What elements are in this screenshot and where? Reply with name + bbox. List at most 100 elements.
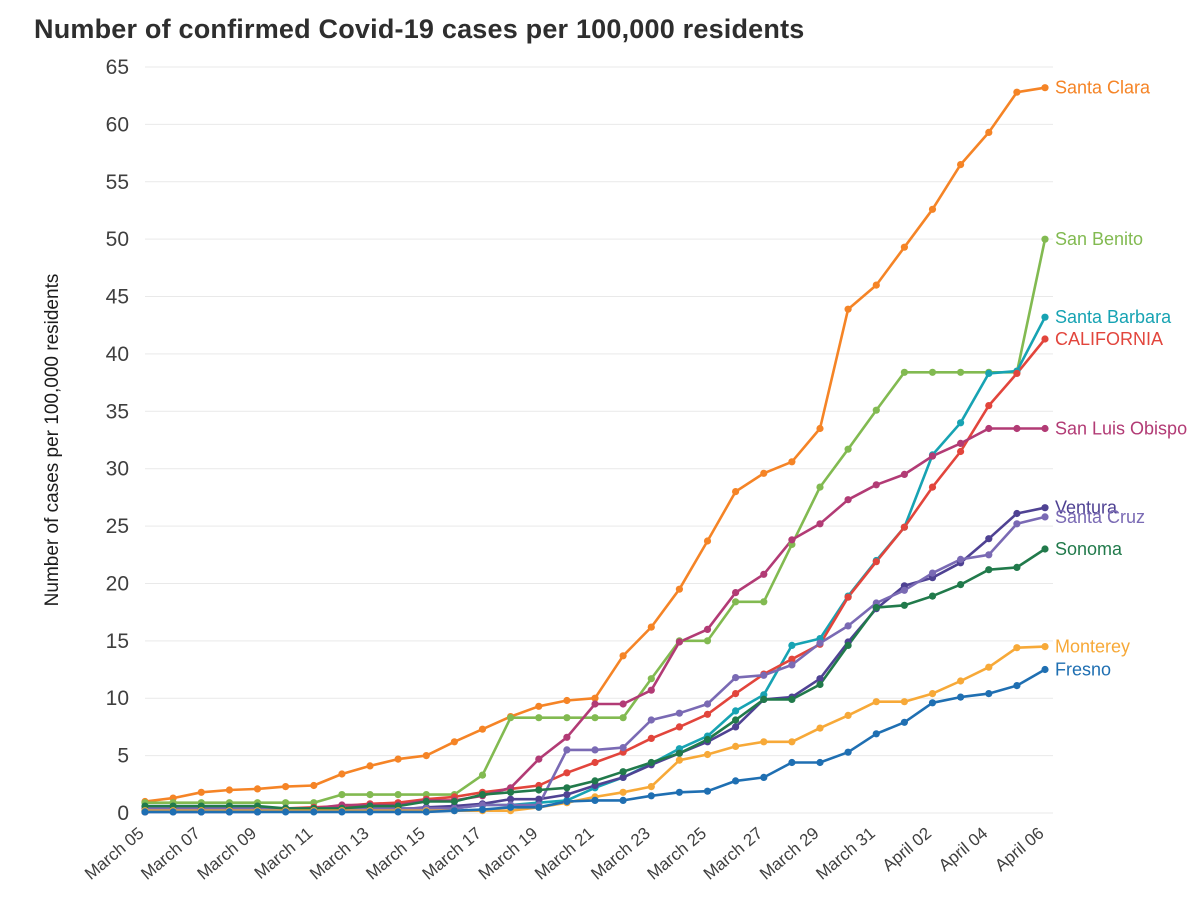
series-label-fresno: Fresno xyxy=(1055,660,1111,680)
x-tick-label: March 09 xyxy=(194,824,261,884)
data-point xyxy=(310,781,318,790)
data-point xyxy=(928,452,937,460)
data-point xyxy=(844,748,852,756)
series-label-california: CALIFORNIA xyxy=(1055,329,1163,349)
data-point xyxy=(647,792,655,800)
x-tick-label: March 27 xyxy=(700,824,767,884)
data-point xyxy=(900,523,909,531)
series-label-sonoma: Sonoma xyxy=(1055,539,1123,559)
x-tick-label: April 02 xyxy=(879,824,935,876)
data-point xyxy=(282,799,290,807)
series-label-ventura: Ventura xyxy=(1055,498,1118,518)
data-point xyxy=(1013,520,1021,528)
y-tick-label: 35 xyxy=(106,400,129,423)
data-point xyxy=(535,755,543,763)
data-point xyxy=(535,702,543,710)
series-marker-group-san-luis-obispo xyxy=(141,424,1049,813)
y-axis-label: Number of cases per 100,000 residents xyxy=(42,274,63,607)
data-point xyxy=(563,797,571,806)
data-point xyxy=(1013,644,1021,652)
data-point xyxy=(900,698,909,706)
y-tick-label: 5 xyxy=(117,745,129,768)
series-line-california xyxy=(143,337,1047,814)
x-tick-label: March 29 xyxy=(756,824,823,884)
data-point xyxy=(478,791,487,799)
data-point xyxy=(1041,513,1049,521)
data-point xyxy=(816,758,824,767)
data-point xyxy=(985,424,993,433)
data-point xyxy=(928,368,937,376)
data-point xyxy=(535,714,543,722)
gridlines xyxy=(145,66,1053,814)
data-point xyxy=(619,788,627,796)
data-point xyxy=(788,641,796,650)
data-point xyxy=(591,746,599,754)
data-point xyxy=(788,536,796,544)
y-axis-tick-labels: 0 5 10 15 20 25 30 35 40 45 50 55 60 65 xyxy=(106,56,129,825)
data-point xyxy=(760,695,768,704)
data-point xyxy=(732,589,740,597)
series-label-santa-clara: Santa Clara xyxy=(1055,78,1151,98)
data-point xyxy=(422,797,430,806)
data-point xyxy=(1041,84,1049,92)
data-point xyxy=(619,700,627,708)
data-point xyxy=(1013,682,1021,690)
data-point xyxy=(957,581,965,589)
data-point xyxy=(957,419,965,427)
data-point xyxy=(507,803,515,811)
series-label-san-benito: San Benito xyxy=(1055,229,1143,249)
data-point xyxy=(394,755,402,763)
data-point xyxy=(816,483,824,491)
data-point xyxy=(647,783,655,791)
data-point xyxy=(900,586,909,594)
data-point xyxy=(844,641,852,650)
data-point xyxy=(900,243,909,251)
data-point xyxy=(760,598,768,606)
data-point xyxy=(985,402,993,410)
data-point xyxy=(507,714,515,722)
data-point xyxy=(591,714,599,722)
x-tick-label: March 23 xyxy=(587,824,654,884)
data-point xyxy=(591,694,599,702)
data-point xyxy=(675,723,684,731)
data-point xyxy=(338,808,346,816)
data-point xyxy=(732,674,740,682)
data-point xyxy=(957,439,965,447)
data-point xyxy=(535,795,543,803)
series-marker-group-san-benito xyxy=(141,235,1049,807)
data-point xyxy=(1013,424,1021,433)
data-point xyxy=(253,785,262,793)
x-tick-label: March 21 xyxy=(531,824,598,884)
data-point xyxy=(760,773,768,782)
data-point xyxy=(1041,665,1049,674)
data-point xyxy=(1041,335,1049,343)
data-point xyxy=(788,458,796,466)
data-point xyxy=(703,787,712,795)
data-point xyxy=(816,424,824,433)
data-point xyxy=(197,788,205,796)
x-tick-label: March 11 xyxy=(251,824,317,883)
series-marker-group-santa-clara xyxy=(141,84,1049,806)
data-point xyxy=(985,690,993,698)
data-point xyxy=(394,808,402,816)
series-line-santa-clara xyxy=(143,86,1047,803)
chart-title: Number of confirmed Covid-19 cases per 1… xyxy=(34,14,805,44)
data-point xyxy=(985,566,993,574)
x-tick-label: March 13 xyxy=(306,824,373,884)
data-point xyxy=(591,758,599,767)
data-point xyxy=(647,623,655,631)
data-point xyxy=(760,671,768,679)
y-tick-label: 0 xyxy=(117,802,129,825)
data-point xyxy=(760,469,768,477)
data-point xyxy=(563,733,571,741)
series-label-monterey: Monterey xyxy=(1055,637,1130,657)
data-point xyxy=(253,808,262,816)
data-point xyxy=(478,771,487,779)
data-point xyxy=(703,537,712,545)
data-point xyxy=(985,535,993,543)
data-point xyxy=(1013,369,1021,377)
data-point xyxy=(422,808,430,816)
data-point xyxy=(732,723,740,731)
data-point xyxy=(703,700,712,708)
